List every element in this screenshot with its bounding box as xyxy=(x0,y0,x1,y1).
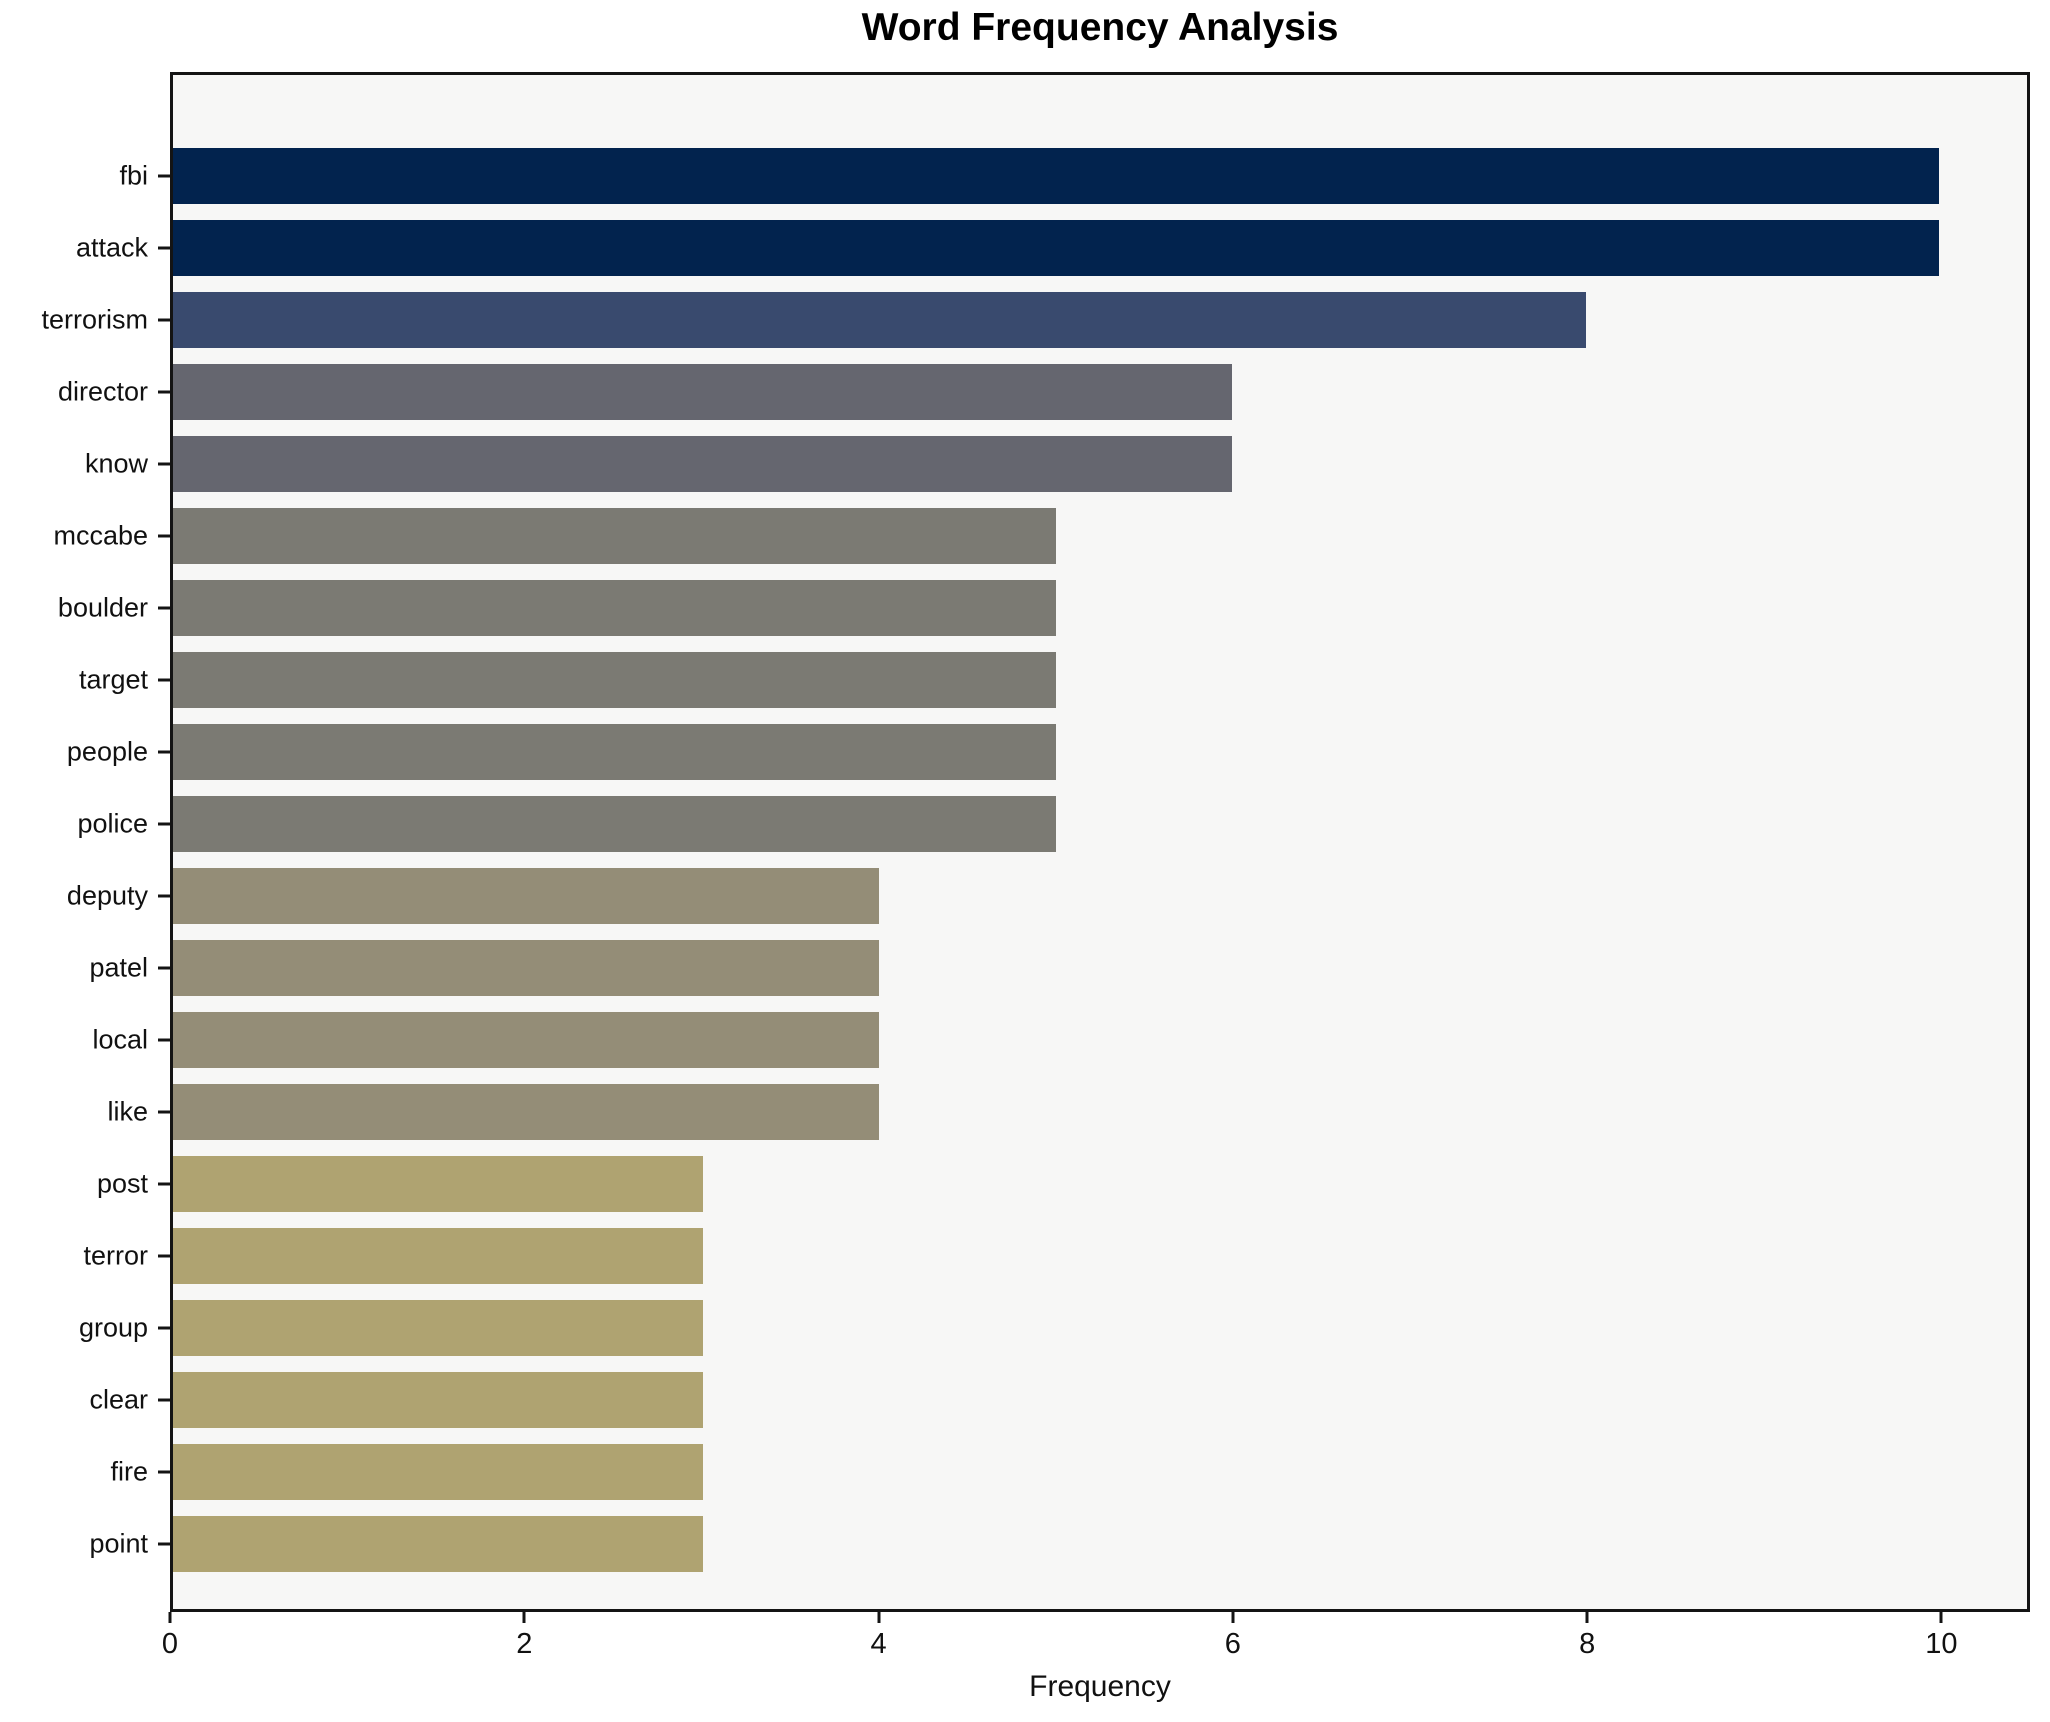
x-tick-label: 2 xyxy=(516,1628,533,1660)
y-tick-mark xyxy=(158,894,170,898)
y-tick-label: attack xyxy=(75,232,148,263)
bar xyxy=(173,1443,703,1501)
bar-row: patel xyxy=(89,932,2027,1004)
bar xyxy=(173,291,1586,349)
y-tick-mark xyxy=(158,606,170,610)
bar-row: police xyxy=(77,788,2027,860)
bar xyxy=(173,1227,703,1285)
y-tick-mark xyxy=(158,390,170,394)
x-axis: Frequency 0 2 4 6 8 10 xyxy=(162,1612,2030,1722)
bar xyxy=(173,363,1233,421)
bar-rows-container: fbi attack terrorism director know mccabe boul… xyxy=(42,75,2027,1609)
bar xyxy=(173,795,1056,853)
bar xyxy=(173,435,1233,493)
y-tick-mark xyxy=(158,1542,170,1546)
bar-row: know xyxy=(85,428,2027,500)
bar-row: local xyxy=(92,1004,2027,1076)
bar xyxy=(173,1155,703,1213)
y-tick-mark xyxy=(158,534,170,538)
y-tick-label: mccabe xyxy=(53,520,148,551)
x-tick-label: 0 xyxy=(161,1628,179,1660)
y-tick-label: deputy xyxy=(66,880,148,911)
bar-row: mccabe xyxy=(53,500,2027,572)
bar xyxy=(173,147,1939,205)
x-tick-mark xyxy=(1939,1612,1943,1623)
y-tick-mark xyxy=(158,1182,170,1186)
bar-row: director xyxy=(58,356,2027,428)
y-tick-label: terrorism xyxy=(41,304,149,335)
bar-row: deputy xyxy=(67,860,2027,932)
y-tick-mark xyxy=(158,318,170,322)
y-tick-mark xyxy=(158,1470,170,1474)
bar xyxy=(173,651,1056,709)
bar-row: post xyxy=(97,1148,2027,1220)
bar xyxy=(173,1515,703,1573)
bar-row: terror xyxy=(83,1220,2027,1292)
bar-row: attack xyxy=(76,212,2027,284)
y-tick-label: clear xyxy=(89,1384,148,1415)
bar-row: people xyxy=(67,716,2027,788)
y-tick-label: director xyxy=(57,376,148,407)
y-tick-label: local xyxy=(92,1024,148,1055)
y-tick-label: police xyxy=(77,808,148,839)
y-tick-mark xyxy=(158,678,170,682)
bar xyxy=(173,1299,703,1357)
bar xyxy=(173,579,1056,637)
y-tick-label: fbi xyxy=(119,160,148,191)
y-tick-mark xyxy=(158,1254,170,1258)
y-tick-mark xyxy=(158,246,170,250)
x-tick-mark xyxy=(522,1612,526,1623)
bar xyxy=(173,219,1939,277)
bar xyxy=(173,1011,880,1069)
y-tick-label: group xyxy=(78,1312,148,1343)
plot-area: fbi attack terrorism director know mccabe boul… xyxy=(42,72,2030,1612)
y-tick-mark xyxy=(158,822,170,826)
y-tick-label: patel xyxy=(89,952,148,983)
y-tick-mark xyxy=(158,1326,170,1330)
y-tick-mark xyxy=(158,1398,170,1402)
x-tick-label: 6 xyxy=(1224,1628,1241,1660)
y-tick-mark xyxy=(158,462,170,466)
bar xyxy=(173,867,880,925)
y-tick-label: boulder xyxy=(57,592,148,623)
x-axis-label: Frequency xyxy=(1029,1670,1171,1703)
x-tick-mark xyxy=(1231,1612,1235,1623)
bar xyxy=(173,939,880,997)
bar xyxy=(173,1371,703,1429)
bar-row: fire xyxy=(110,1436,2027,1508)
x-tick-mark xyxy=(168,1612,172,1623)
bar-row: like xyxy=(107,1076,2027,1148)
x-tick-mark xyxy=(877,1612,881,1623)
bar xyxy=(173,507,1056,565)
y-tick-mark xyxy=(158,966,170,970)
x-tick-label: 8 xyxy=(1579,1628,1596,1660)
y-tick-label: know xyxy=(84,448,148,479)
bar-row: group xyxy=(79,1292,2027,1364)
y-tick-label: terror xyxy=(83,1240,148,1271)
y-tick-mark xyxy=(158,1038,170,1042)
y-tick-label: people xyxy=(66,736,148,767)
y-tick-mark xyxy=(158,750,170,754)
bar-row: boulder xyxy=(58,572,2027,644)
bar-row: clear xyxy=(89,1364,2027,1436)
y-tick-mark xyxy=(158,1110,170,1114)
bar-row: fbi xyxy=(119,140,2027,212)
y-tick-label: point xyxy=(89,1528,148,1559)
bar xyxy=(173,723,1056,781)
x-tick-label: 10 xyxy=(1925,1628,1958,1660)
x-tick-label: 4 xyxy=(870,1628,887,1660)
chart-title: Word Frequency Analysis xyxy=(861,6,1339,49)
bar xyxy=(173,1083,880,1141)
x-tick-mark xyxy=(1585,1612,1589,1623)
y-tick-mark xyxy=(158,174,170,178)
bar-row: target xyxy=(79,644,2027,716)
bar-row: point xyxy=(89,1508,2027,1580)
y-tick-label: like xyxy=(107,1096,148,1127)
bar-row: terrorism xyxy=(42,284,2027,356)
y-tick-label: post xyxy=(96,1168,148,1199)
y-tick-label: target xyxy=(78,664,148,695)
y-tick-label: fire xyxy=(110,1456,148,1487)
